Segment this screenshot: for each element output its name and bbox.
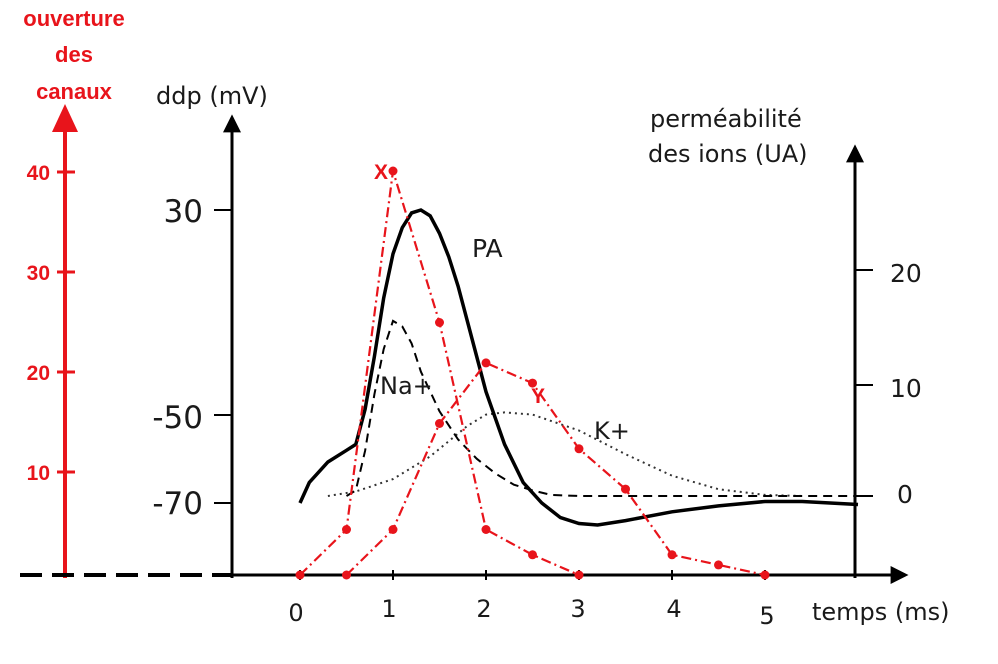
series-x-point-2 <box>388 166 398 176</box>
left-axis-tick-label-minus50: -50 <box>152 400 203 436</box>
series-line-k <box>327 411 803 497</box>
right-axis-tick-label-10: 10 <box>890 374 922 403</box>
right-axis-tick-label-0: 0 <box>897 480 913 509</box>
series-x-point-5 <box>528 550 537 560</box>
red-axis-label-line-2: des <box>55 42 93 67</box>
red-axis: 40 30 20 10 ouverture des canaux <box>23 6 125 578</box>
series-points-x <box>295 166 584 580</box>
red-axis-label-line-1: ouverture <box>23 6 124 31</box>
series-points-y <box>342 358 770 580</box>
series-y-point-7 <box>667 550 677 560</box>
series-y-point-6 <box>621 484 630 494</box>
series-x-point-6 <box>574 570 584 580</box>
x-axis-tick-label-2: 2 <box>476 595 491 623</box>
plot-area <box>295 166 859 580</box>
red-axis-label-line-3: canaux <box>36 79 113 104</box>
series-y-point-8 <box>714 560 723 570</box>
series-y-point-3 <box>481 358 491 368</box>
series-y-point-4 <box>528 378 537 388</box>
right-axis-tick-label-20: 20 <box>890 259 922 288</box>
left-axis-label: ddp (mV) <box>156 82 268 110</box>
left-axis-tick-label-30: 30 <box>164 194 203 230</box>
series-label-pa: PA <box>472 234 503 263</box>
right-axis: 20 10 0 perméabilité des ions (UA) <box>648 105 922 578</box>
x-axis-tick-label-1: 1 <box>381 595 396 623</box>
left-axis: 30 -50 -70 ddp (mV) <box>152 82 268 578</box>
series-y-point-5 <box>574 444 584 454</box>
x-axis: 0 1 2 3 4 5 temps (ms) <box>232 566 950 630</box>
left-axis-tick-label-minus70: -70 <box>152 486 203 522</box>
red-axis-tick-label-20: 20 <box>27 362 50 385</box>
x-axis-tick-label-3: 3 <box>570 595 585 623</box>
series-y-point-2 <box>435 419 444 428</box>
right-axis-label-line-1: perméabilité <box>650 105 802 133</box>
series-label-x: X <box>374 161 388 184</box>
series-label-k: K+ <box>594 417 630 445</box>
series-y-point-0 <box>342 570 351 580</box>
red-axis-tick-label-10: 10 <box>27 462 50 485</box>
series-line-na <box>345 319 858 497</box>
series-y-point-1 <box>388 525 398 534</box>
x-axis-label: temps (ms) <box>812 598 950 626</box>
x-axis-tick-label-0: 0 <box>288 599 303 627</box>
x-axis-tick-label-4: 4 <box>666 595 681 623</box>
right-axis-label-line-2: des ions (UA) <box>648 140 808 168</box>
x-axis-tick-label-5: 5 <box>759 602 774 630</box>
series-x-point-4 <box>481 525 491 534</box>
red-axis-tick-label-30: 30 <box>27 262 50 285</box>
red-axis-arrow <box>52 104 78 132</box>
red-axis-tick-label-40: 40 <box>27 162 50 185</box>
series-line-pa <box>298 208 859 527</box>
series-label-y: Y <box>531 385 545 408</box>
series-x-point-1 <box>342 525 351 534</box>
series-x-point-0 <box>295 570 305 580</box>
series-label-na: Na+ <box>380 372 433 400</box>
series-line-y <box>345 361 766 577</box>
series-x-point-3 <box>435 318 444 327</box>
series-y-point-9 <box>760 570 770 580</box>
